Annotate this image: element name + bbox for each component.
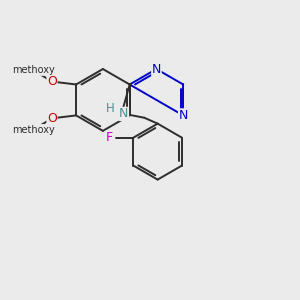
Text: N: N (178, 109, 188, 122)
Text: F: F (106, 131, 113, 144)
Text: O: O (47, 75, 57, 88)
Text: methoxy: methoxy (12, 65, 55, 75)
Text: N: N (119, 107, 128, 120)
Text: N: N (152, 62, 161, 76)
Text: methoxy: methoxy (12, 124, 55, 134)
Text: H: H (106, 101, 114, 115)
Text: O: O (47, 112, 57, 125)
